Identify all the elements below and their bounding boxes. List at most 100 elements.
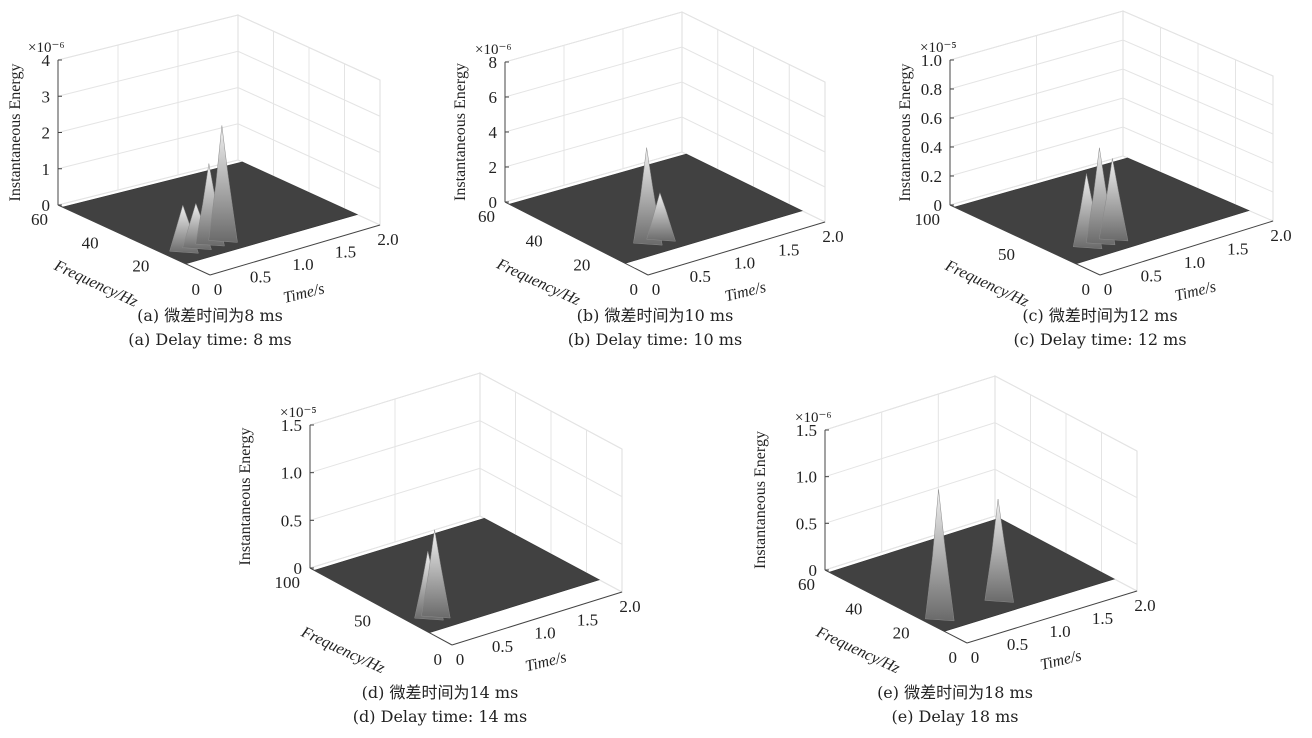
time-tick-label: 1.0 [734,254,755,273]
frequency-axis-title: Frequency/Hz [942,257,1032,311]
z-tick-label: 0 [294,559,303,578]
freq-tick-label: 0 [949,648,958,667]
energy-axis-title: Instantaneous Energy [237,428,254,566]
freq-tick-label: 20 [893,624,910,643]
time-tick-label: 2.0 [619,597,640,616]
freq-tick-label: 40 [845,599,862,618]
caption-cn-e: (e) 微差时间为18 ms [877,683,1033,702]
time-tick-label: 1.0 [292,255,313,274]
time-axis-title: Time/s [1173,278,1218,305]
frequency-axis-title: Frequency/Hz [813,623,903,677]
z-gridline [949,10,1274,77]
subplot-b: 0 2 4 6 8 60 40 20 0 0 0.5 1.0 1.5 2.0 ×10⁻⁶ Instantane… [445,0,865,360]
caption-b: (b) 微差时间为10 ms (b) Delay time: 10 ms [445,304,865,352]
caption-d: (d) 微差时间为14 ms (d) Delay time: 14 ms [230,681,650,729]
caption-en-e: (e) Delay 18 ms [891,707,1019,726]
time-axis-line [647,221,826,276]
time-axis-line [1099,220,1274,276]
freq-tick-label: 50 [998,245,1015,264]
freq-tick-label: 0 [630,280,639,299]
time-tick-label: 0 [652,280,661,299]
time-axis-title: Time/s [524,649,569,676]
energy-multiplier: ×10⁻⁶ [475,42,512,58]
z-tick-label: 1.5 [796,421,817,440]
z-tick-label: 0.4 [921,138,943,157]
subplot-a: 0 1 2 3 4 60 40 20 0 0 0.5 1.0 1.5 2.0 ×10⁻⁶ Instantane… [0,0,420,360]
freq-tick-label: 40 [526,231,543,250]
time-axis-title: Time/s [723,279,768,306]
energy-axis-title: Instantaneous Energy [897,64,914,202]
z-tick-label: 0 [42,196,51,215]
freq-tick-label: 0 [192,280,201,299]
z-tick-label: 6 [489,88,498,107]
z-gridline [949,68,1274,135]
energy-multiplier: ×10⁻⁵ [280,405,317,421]
z-tick-label: 0.8 [921,80,942,99]
caption-en-c: (c) Delay time: 12 ms [1013,330,1187,349]
energy-axis-title: Instantaneous Energy [752,431,769,569]
z-tick-label: 1.0 [921,51,942,70]
z-tick-label: 0.5 [281,511,302,530]
caption-cn-d: (d) 微差时间为14 ms [361,683,519,702]
z-gridline [949,39,1274,106]
time-axis-title: Time/s [1039,647,1084,674]
energy-multiplier: ×10⁻⁶ [28,40,65,56]
z-tick-label: 0.6 [921,109,942,128]
time-tick-label: 0.5 [492,637,513,656]
z-tick-label: 4 [489,123,498,142]
energy-axis-title: Instantaneous Energy [7,64,24,202]
z-tick-label: 0 [934,196,943,215]
energy-peak [984,499,1014,603]
z-tick-label: 2 [42,124,51,143]
caption-cn-a: (a) 微差时间为8 ms [137,306,283,325]
time-tick-label: 0 [971,648,980,667]
time-tick-label: 1.5 [1227,240,1248,259]
energy-peak [421,529,451,619]
z-tick-label: 1.0 [281,464,302,483]
caption-cn-c: (c) 微差时间为12 ms [1022,306,1178,325]
time-tick-label: 0 [1104,280,1113,299]
z-tick-label: 3 [42,87,51,106]
z-tick-label: 0.5 [796,514,817,533]
time-axis-line [966,590,1138,644]
subplot-c: 0 0.2 0.4 0.6 0.8 1.0 100 50 0 0 0.5 1.0 1.5 2.0 ×10⁻⁵… [890,0,1312,360]
frequency-axis-title: Frequency/Hz [298,623,388,677]
z-tick-label: 0.2 [921,167,942,186]
frequency-axis-title: Frequency/Hz [493,255,583,309]
time-tick-label: 1.5 [335,243,356,262]
z-gridline [949,97,1274,164]
z-gridline [309,420,623,498]
caption-cn-b: (b) 微差时间为10 ms [576,306,734,325]
caption-en-a: (a) Delay time: 8 ms [128,330,292,349]
z-gridline [309,372,623,450]
energy-peak [208,125,238,243]
time-tick-label: 2.0 [1134,596,1155,615]
time-tick-label: 1.5 [778,240,799,259]
subplot-d: 0 0.5 1.0 1.5 100 50 0 0 0.5 1.0 1.5 2.0 ×10⁻⁵ Instan… [230,372,650,738]
frequency-axis-line [57,204,211,276]
frequency-axis-line [824,569,968,644]
caption-c: (c) 微差时间为12 ms (c) Delay time: 12 ms [890,304,1310,352]
subplot-e: 0 0.5 1.0 1.5 60 40 20 0 0 0.5 1.0 1.5 2.0 ×10⁻⁶ Insta… [745,375,1165,738]
energy-peak [646,191,676,242]
time-tick-label: 1.5 [1092,609,1113,628]
time-tick-label: 1.0 [534,624,555,643]
freq-tick-label: 0 [434,650,443,669]
z-tick-label: 0 [809,561,818,580]
energy-multiplier: ×10⁻⁶ [795,410,832,426]
time-axis-line [209,224,381,276]
frequency-axis-line [309,567,453,646]
z-tick-label: 8 [489,53,498,72]
z-tick-label: 1.0 [796,468,817,487]
freq-tick-label: 0 [1082,280,1091,299]
caption-en-b: (b) Delay time: 10 ms [567,330,743,349]
energy-peak [1098,158,1129,242]
frequency-axis-title: Frequency/Hz [51,257,141,311]
time-tick-label: 0.5 [1007,635,1028,654]
z-gridline [309,467,623,545]
time-tick-label: 0.5 [1141,267,1162,286]
time-tick-label: 2.0 [822,227,843,246]
